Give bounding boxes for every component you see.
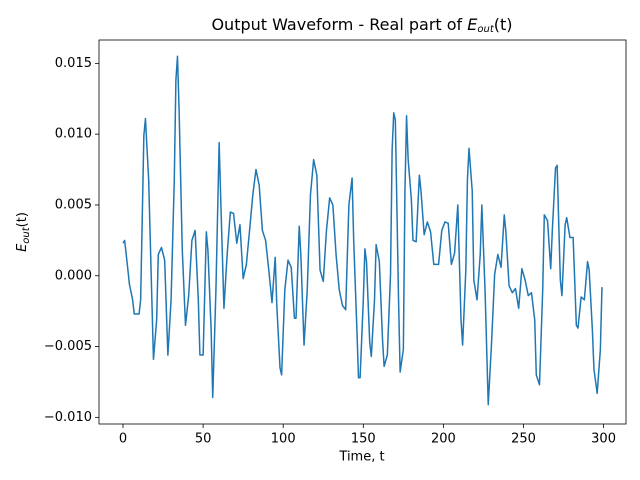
ylabel-argument: (t) bbox=[15, 212, 30, 227]
x-tick-label: 0 bbox=[119, 432, 127, 447]
y-tick-label: 0.000 bbox=[55, 268, 92, 283]
ylabel-subscript: out bbox=[21, 226, 32, 243]
x-tick-label: 50 bbox=[195, 432, 212, 447]
y-tick-label: 0.005 bbox=[55, 197, 92, 212]
y-tick-label: 0.015 bbox=[55, 56, 92, 71]
title-symbol: E bbox=[467, 15, 478, 34]
x-tick-label: 200 bbox=[431, 432, 456, 447]
y-tick-label: −0.005 bbox=[44, 339, 92, 354]
title-argument: (t) bbox=[494, 15, 513, 34]
x-tick-label: 300 bbox=[591, 432, 616, 447]
x-tick-label: 150 bbox=[351, 432, 376, 447]
title-text: Output Waveform - Real part of bbox=[211, 15, 467, 34]
y-tick-label: 0.010 bbox=[55, 127, 92, 142]
x-tick-label: 250 bbox=[511, 432, 536, 447]
y-tick-label: −0.010 bbox=[44, 410, 92, 425]
x-axis-label: Time, t bbox=[338, 450, 384, 465]
line bbox=[122, 55, 603, 406]
plot-frame bbox=[98, 39, 627, 425]
title-subscript: out bbox=[477, 24, 494, 35]
chart-title: Output Waveform - Real part of Eout(t) bbox=[211, 15, 512, 36]
ylabel-symbol: E bbox=[15, 243, 30, 252]
x-tick-label: 100 bbox=[271, 432, 296, 447]
y-axis-label: Eout(t) bbox=[15, 212, 33, 252]
